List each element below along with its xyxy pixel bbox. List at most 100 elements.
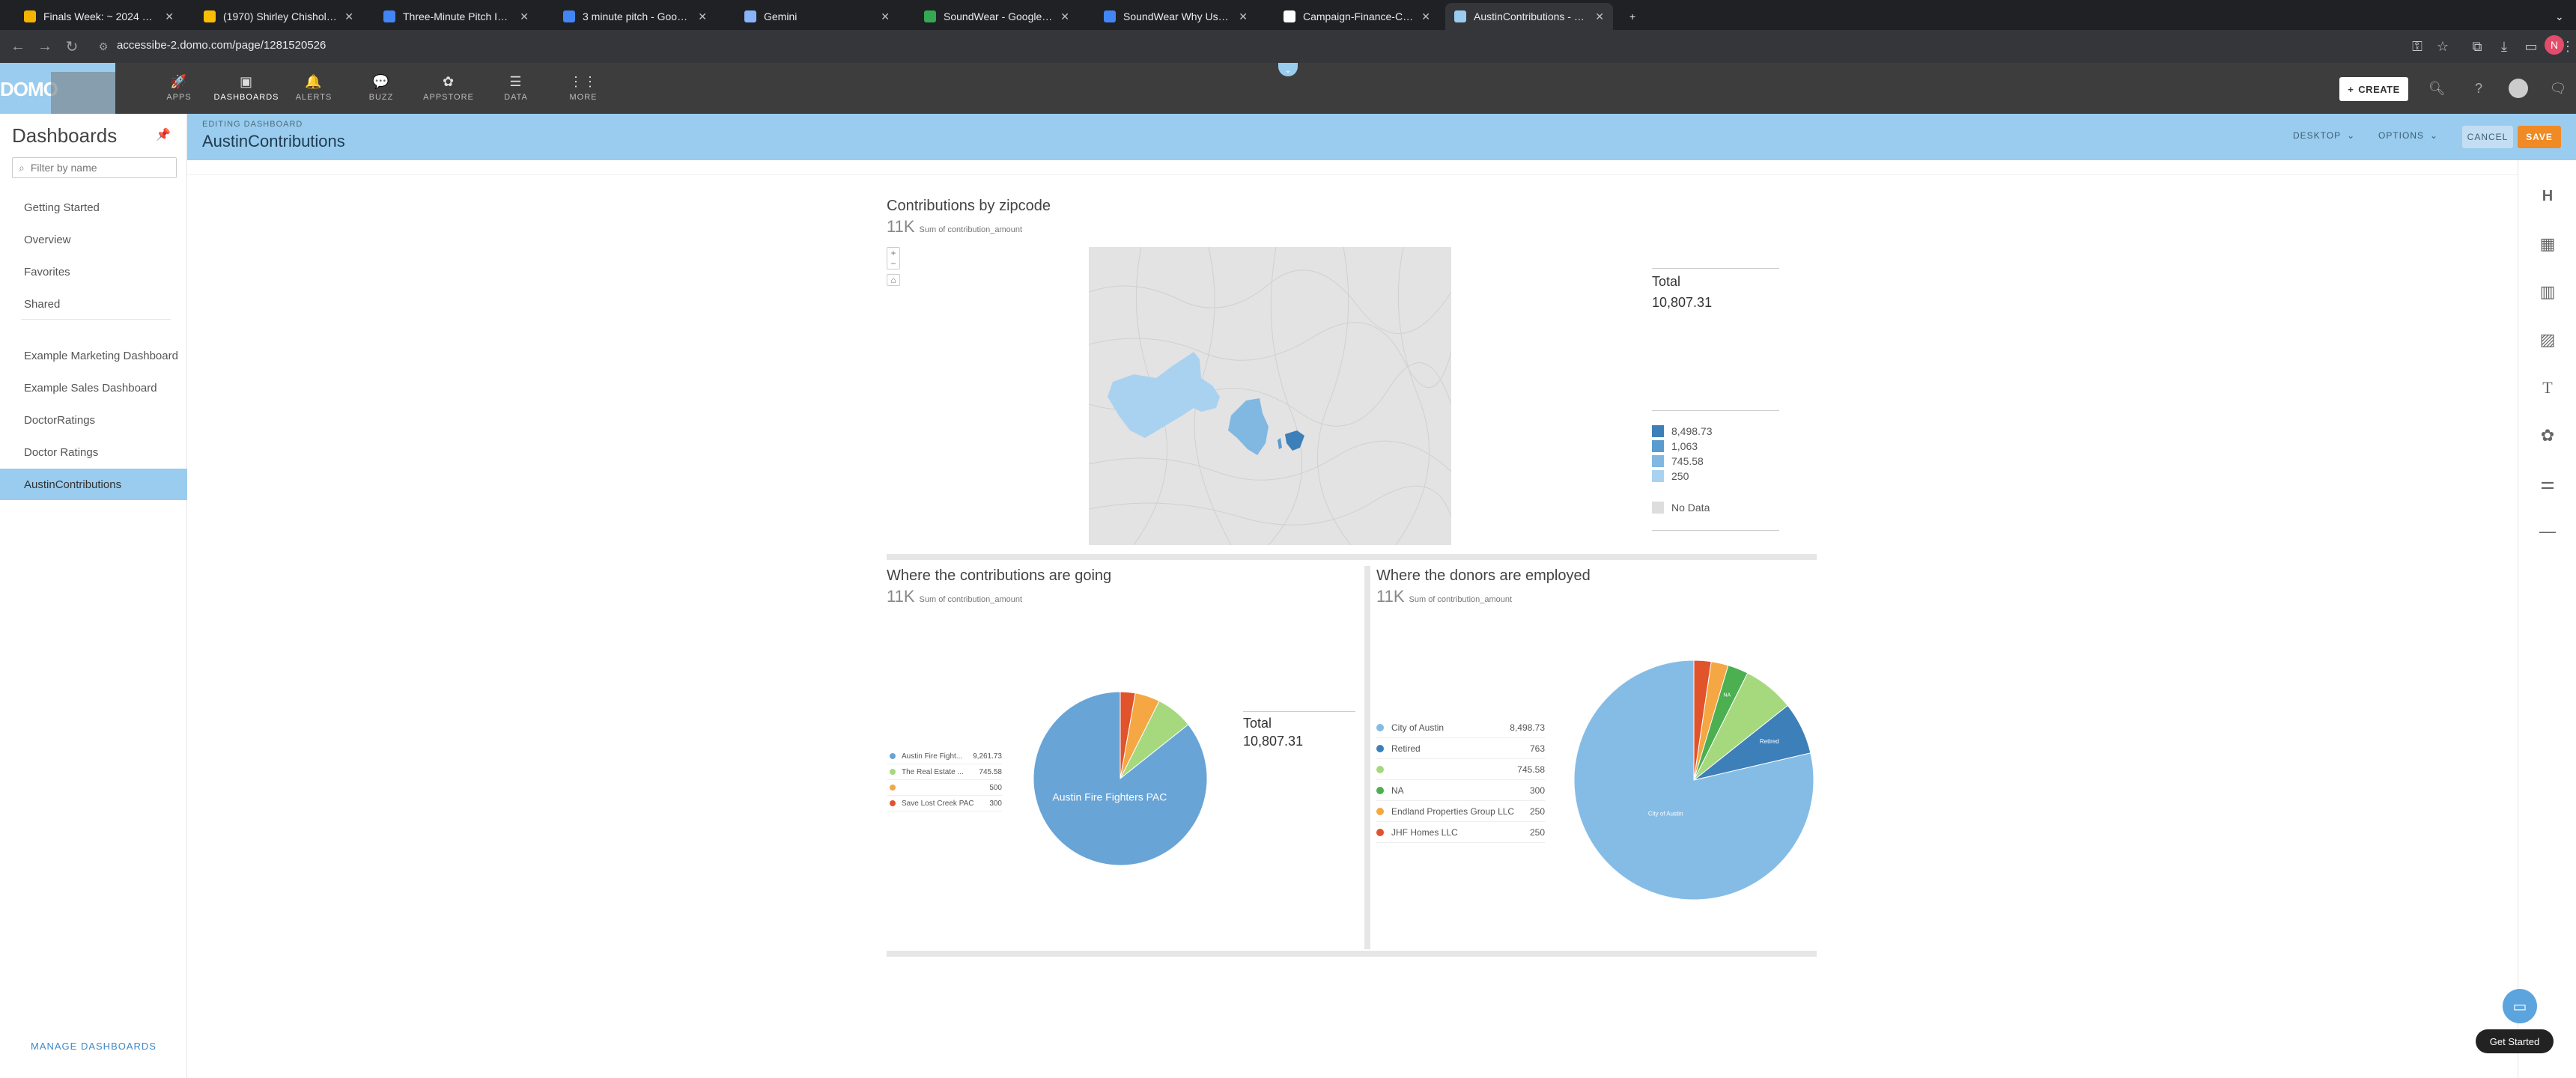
legend-item[interactable]: Austin Fire Fight... 9,261.73 — [887, 749, 1002, 764]
legend-item[interactable]: Endland Properties Group LLC 250 — [1376, 801, 1545, 822]
sidepanel-icon[interactable]: ▭ — [2524, 38, 2538, 54]
sidebar-item-doctorratings[interactable]: DoctorRatings — [24, 413, 96, 427]
choropleth-map[interactable] — [1089, 247, 1451, 545]
create-button[interactable]: + CREATE — [2339, 77, 2408, 101]
browser-tab[interactable]: SoundWear Why Us? - Google ✕ — [1095, 3, 1257, 30]
map-zoom-control[interactable]: + − — [887, 247, 900, 270]
tab-close-icon[interactable]: ✕ — [698, 10, 707, 22]
forward-icon[interactable]: → — [37, 37, 52, 55]
tab-close-icon[interactable]: ✕ — [1239, 10, 1248, 22]
map-region-745[interactable] — [1228, 398, 1269, 455]
browser-tab[interactable]: (1970) Shirley Chisholm, "I Am ✕ — [195, 3, 362, 30]
recipients-pie[interactable]: Austin Fire Fighters PAC — [1030, 689, 1210, 868]
get-started-button[interactable]: Get Started — [2476, 1029, 2554, 1053]
sidebar-item-example-sales-dashboard[interactable]: Example Sales Dashboard — [24, 381, 157, 395]
browser-menu-icon[interactable]: ⋮ — [2561, 38, 2575, 54]
nav-appstore[interactable]: ✿ APPSTORE — [415, 63, 482, 114]
save-button[interactable]: SAVE — [2518, 126, 2561, 148]
map-region-250[interactable] — [1108, 352, 1220, 438]
sidebar-item-shared[interactable]: Shared — [24, 297, 61, 311]
bookmark-star-icon[interactable]: ☆ — [2436, 38, 2449, 54]
nav-data[interactable]: ☰ DATA — [482, 63, 550, 114]
browser-tab[interactable]: Three-Minute Pitch Info - Goo ✕ — [374, 3, 538, 30]
sidebar-item-doctor-ratings[interactable]: Doctor Ratings — [24, 445, 99, 459]
pin-icon[interactable]: 📌 — [156, 129, 171, 141]
map-region-8498[interactable] — [1285, 430, 1304, 451]
pie-slice[interactable] — [1120, 691, 1136, 779]
chat-support-icon[interactable]: ▭ — [2503, 989, 2537, 1023]
tab-close-icon[interactable]: ✕ — [1595, 10, 1604, 22]
card-resize-handle[interactable] — [1364, 566, 1370, 949]
image-tool-icon[interactable]: ▨ — [2539, 330, 2556, 349]
legend-item[interactable]: City of Austin 8,498.73 — [1376, 717, 1545, 738]
back-icon[interactable]: ← — [10, 37, 25, 55]
settings-tool-icon[interactable]: ⚌ — [2540, 474, 2555, 493]
password-key-icon[interactable]: ⚿ — [2412, 38, 2422, 54]
nav-buzz[interactable]: 💬 BUZZ — [347, 63, 415, 114]
cancel-button[interactable]: CANCEL — [2462, 126, 2513, 148]
profile-avatar[interactable]: N — [2545, 35, 2564, 55]
legend-item[interactable]: The Real Estate ... 745.58 — [887, 764, 1002, 780]
domo-logo[interactable]: DOMO — [0, 63, 115, 114]
tab-close-icon[interactable]: ✕ — [165, 10, 174, 22]
address-bar[interactable]: accessibe-2.domo.com/page/1281520526 — [117, 39, 326, 52]
layout-tool-icon[interactable]: ▦ — [2539, 234, 2556, 253]
nav-apps[interactable]: 🚀 APPS — [145, 63, 213, 114]
tab-close-icon[interactable]: ✕ — [520, 10, 529, 22]
separator-tool-icon[interactable]: — — [2539, 522, 2556, 540]
browser-tab[interactable]: 3 minute pitch - Google Docs ✕ — [554, 3, 716, 30]
card-resize-handle[interactable] — [887, 951, 1817, 957]
map-reset-icon[interactable]: ⌂ — [887, 274, 900, 286]
tab-close-icon[interactable]: ✕ — [1421, 10, 1430, 22]
tab-close-icon[interactable]: ✕ — [881, 10, 890, 22]
chat-icon[interactable]: 🗨 — [2549, 80, 2567, 96]
options-dropdown[interactable]: OPTIONS ⌄ — [2378, 130, 2438, 141]
filter-field[interactable]: ⌕ — [12, 157, 177, 178]
card-resize-handle[interactable] — [887, 554, 1817, 560]
sidebar-item-example-marketing-dashboard[interactable]: Example Marketing Dashboard — [24, 349, 178, 362]
chart-tool-icon[interactable]: ▥ — [2539, 282, 2556, 301]
site-info-icon[interactable]: ⚙ — [98, 40, 109, 52]
downloads-icon[interactable]: ⤓ — [2501, 38, 2507, 54]
collapse-nav-chevron-icon[interactable]: ⌄ — [1278, 63, 1298, 76]
employers-pie[interactable]: City of Austin Retired NA — [1570, 656, 1818, 904]
tab-close-icon[interactable]: ✕ — [1060, 10, 1069, 22]
browser-tab[interactable]: SoundWear - Google Drive ✕ — [915, 3, 1078, 30]
pie-slice[interactable] — [1693, 660, 1712, 781]
nav-alerts[interactable]: 🔔 ALERTS — [280, 63, 347, 114]
help-icon[interactable]: ? — [2474, 80, 2482, 96]
sidebar-item-getting-started[interactable]: Getting Started — [24, 201, 100, 214]
legend-item[interactable]: Save Lost Creek PAC 300 — [887, 796, 1002, 811]
sidebar-item-overview[interactable]: Overview — [24, 233, 71, 246]
appstore-tool-icon[interactable]: ✿ — [2540, 426, 2555, 445]
map-region-1063[interactable] — [1278, 438, 1282, 449]
legend-item[interactable]: JHF Homes LLC 250 — [1376, 822, 1545, 843]
sidebar-item-favorites[interactable]: Favorites — [24, 265, 70, 278]
search-icon[interactable]: 🔍︎ — [2428, 80, 2446, 96]
legend-item[interactable]: 500 — [887, 780, 1002, 796]
new-tab-icon[interactable]: + — [1629, 10, 1636, 22]
legend-item[interactable]: 745.58 — [1376, 759, 1545, 780]
browser-tab[interactable]: AustinContributions - Domo ✕ — [1445, 3, 1613, 30]
desktop-dropdown[interactable]: DESKTOP ⌄ — [2293, 130, 2355, 141]
tab-search-icon[interactable]: ⌄ — [2555, 10, 2564, 22]
zoom-in-icon[interactable]: + — [890, 248, 896, 258]
browser-tab[interactable]: Gemini ✕ — [735, 3, 899, 30]
legend-item[interactable]: NA 300 — [1376, 780, 1545, 801]
browser-tab[interactable]: Campaign-Finance-Contributi ✕ — [1275, 3, 1439, 30]
dashboard-name[interactable]: AustinContributions — [202, 132, 345, 150]
sidebar-item-austincontributions[interactable]: AustinContributions — [0, 469, 187, 500]
legend-item[interactable]: Retired 763 — [1376, 738, 1545, 759]
tab-close-icon[interactable]: ✕ — [344, 10, 353, 22]
text-tool-icon[interactable]: T — [2542, 378, 2553, 397]
header-tool-icon[interactable]: H — [2542, 187, 2554, 204]
browser-tab[interactable]: Finals Week: ~ 2024 Spring S ✕ — [15, 3, 183, 30]
reload-icon[interactable]: ↻ — [65, 38, 79, 55]
filter-input[interactable] — [30, 162, 165, 174]
user-avatar[interactable] — [2509, 79, 2528, 98]
nav-more[interactable]: ⋮⋮ MORE — [550, 63, 617, 114]
nav-dashboards[interactable]: ▣ DASHBOARDS — [213, 63, 280, 114]
zoom-out-icon[interactable]: − — [890, 258, 896, 269]
extensions-icon[interactable]: ⧉ — [2472, 38, 2482, 54]
manage-dashboards-link[interactable]: MANAGE DASHBOARDS — [31, 1041, 157, 1052]
